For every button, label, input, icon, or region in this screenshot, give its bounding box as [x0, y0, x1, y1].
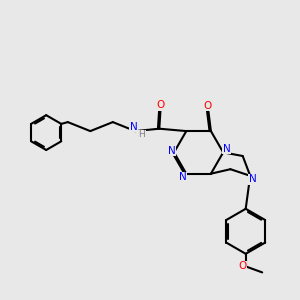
Text: N: N [223, 144, 231, 154]
Text: O: O [204, 100, 212, 111]
Text: O: O [238, 261, 246, 272]
Text: N: N [130, 122, 138, 132]
Text: H: H [139, 130, 145, 139]
Text: N: N [249, 174, 256, 184]
Text: O: O [157, 100, 165, 110]
Text: N: N [168, 146, 176, 156]
Text: N: N [179, 172, 187, 182]
